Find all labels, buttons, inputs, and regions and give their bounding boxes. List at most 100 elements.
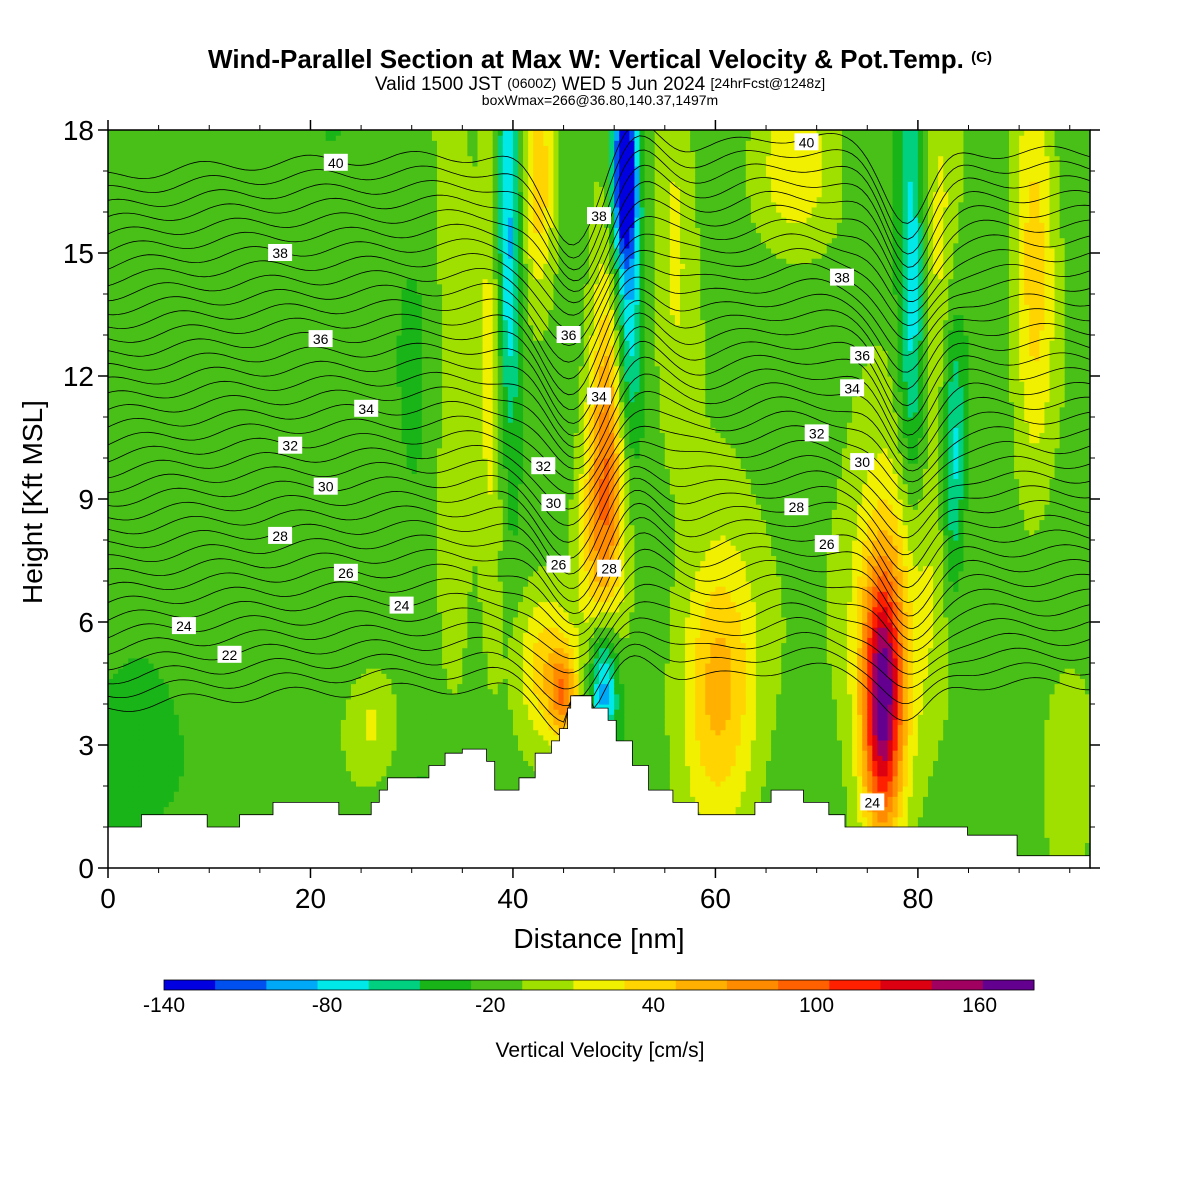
velocity-cell [123,576,129,582]
velocity-cell [159,627,165,633]
velocity-cell [148,627,154,633]
velocity-cell [128,279,134,285]
velocity-cell [138,145,144,151]
velocity-cell [143,699,149,705]
velocity-cell [133,755,139,761]
velocity-cell [108,760,114,766]
velocity-cell [108,535,114,541]
velocity-cell [159,796,165,802]
velocity-cell [118,248,124,254]
velocity-cell [154,212,160,218]
velocity-cell [123,391,129,397]
velocity-cell [169,750,175,756]
velocity-cell [159,371,165,377]
velocity-cell [113,391,119,397]
velocity-cell [143,555,149,561]
velocity-cell [164,238,170,244]
velocity-cell [143,576,149,582]
velocity-cell [159,263,165,269]
velocity-cell [123,422,129,428]
velocity-cell [128,689,134,695]
velocity-cell [154,504,160,510]
velocity-cell [148,202,154,208]
velocity-cell [123,812,129,818]
velocity-cell [118,325,124,331]
velocity-cell [123,304,129,310]
velocity-cell [164,632,170,638]
velocity-cell [159,730,165,736]
velocity-cell [159,468,165,474]
velocity-cell [108,678,114,684]
velocity-cell [148,186,154,192]
velocity-cell [164,694,170,700]
velocity-cell [113,217,119,223]
velocity-cell [138,704,144,710]
velocity-cell [128,637,134,643]
velocity-cell [148,361,154,367]
velocity-cell [128,381,134,387]
velocity-cell [159,786,165,792]
velocity-cell [108,776,114,782]
velocity-cell [164,284,170,290]
velocity-cell [133,561,139,567]
velocity-cell [128,202,134,208]
velocity-cell [108,494,114,500]
velocity-cell [164,776,170,782]
velocity-cell [133,781,139,787]
velocity-cell [164,253,170,259]
velocity-cell [118,202,124,208]
velocity-cell [123,397,129,403]
velocity-cell [113,607,119,613]
velocity-cell [133,386,139,392]
velocity-cell [133,263,139,269]
velocity-cell [113,576,119,582]
velocity-cell [143,643,149,649]
velocity-cell [128,417,134,423]
velocity-cell [159,258,165,264]
velocity-cell [143,550,149,556]
velocity-cell [113,694,119,700]
velocity-cell [118,755,124,761]
velocity-cell [128,438,134,444]
velocity-cell [128,463,134,469]
velocity-cell [123,443,129,449]
velocity-cell [133,397,139,403]
velocity-cell [154,776,160,782]
velocity-cell [148,576,154,582]
velocity-cell [108,130,114,136]
velocity-cell [108,468,114,474]
velocity-cell [169,699,175,705]
velocity-cell [164,176,170,182]
velocity-cell [148,602,154,608]
velocity-cell [133,520,139,526]
velocity-cell [143,140,149,146]
velocity-cell [133,791,139,797]
velocity-cell [164,130,170,136]
velocity-cell [148,545,154,551]
velocity-cell [148,673,154,679]
velocity-cell [143,371,149,377]
velocity-cell [164,494,170,500]
velocity-cell [154,274,160,280]
velocity-cell [133,458,139,464]
velocity-cell [118,591,124,597]
velocity-cell [133,135,139,141]
velocity-cell [138,530,144,536]
velocity-cell [159,304,165,310]
velocity-cell [154,181,160,187]
velocity-cell [164,151,170,157]
velocity-cell [138,422,144,428]
velocity-cell [133,176,139,182]
velocity-cell [164,545,170,551]
velocity-cell [164,704,170,710]
velocity-cell [118,381,124,387]
velocity-cell [148,325,154,331]
velocity-cell [138,617,144,623]
velocity-cell [128,596,134,602]
velocity-cell [148,807,154,813]
velocity-cell [133,361,139,367]
velocity-cell [164,320,170,326]
velocity-cell [143,750,149,756]
velocity-cell [138,755,144,761]
velocity-cell [154,309,160,315]
